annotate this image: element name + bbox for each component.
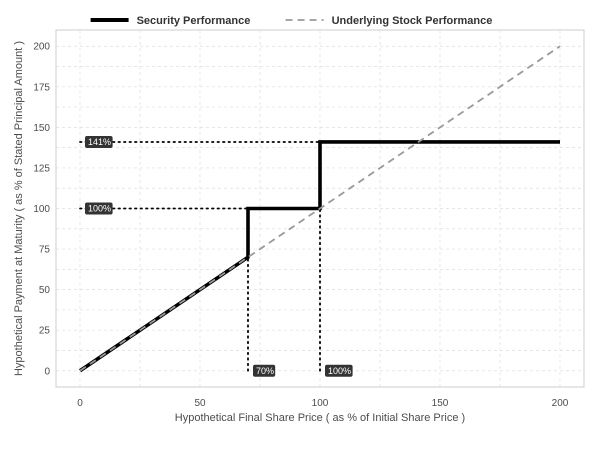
annotation-box [253,364,276,377]
series [78,45,561,373]
x-tick-label: 100 [312,398,329,409]
legend-item: Underlying Stock Performance [285,15,493,27]
y-tick-label: 25 [39,326,51,337]
annotation-text: 100% [328,366,351,376]
annotations: 141% 100% 70% 100% [85,135,353,377]
y-tick-label: 150 [33,123,50,134]
y-tick-label: 125 [33,163,50,174]
annotation-box [85,135,113,148]
y-axis-title: Hypothetical Payment at Maturity ( as % … [13,41,25,376]
annotation-box [325,364,353,377]
y-tick-label: 75 [39,245,51,256]
annotation-text: 141% [88,137,111,147]
y-tick-label: 100 [33,204,50,215]
y-tick-label: 175 [33,82,50,93]
annotation-text: 100% [88,204,111,214]
y-tick-label: 50 [39,285,51,296]
x-tick-label: 150 [432,398,449,409]
x-tick-label: 0 [77,398,83,409]
legend-label: Security Performance [137,15,251,27]
legend: Security Performance Underlying Stock Per… [90,15,493,27]
legend-item: Security Performance [90,15,251,27]
y-axis-ticks: 0 25 50 75 100 125 150 175 200 [33,42,50,378]
legend-label: Underlying Stock Performance [332,15,493,27]
x-tick-label: 200 [552,398,569,409]
annotation-label: 70% [253,364,276,377]
annotation-box [85,202,113,215]
underlying-stock-line [79,45,561,372]
x-axis-title: Hypothetical Final Share Price ( as % of… [175,412,465,424]
x-axis-ticks: 0 50 100 150 200 [77,398,569,409]
y-tick-label: 200 [33,42,50,53]
annotation-label: 100% [325,364,353,377]
annotation-label: 100% [85,202,113,215]
annotation-text: 70% [256,366,274,376]
annotation-label: 141% [85,135,113,148]
y-tick-label: 0 [44,366,50,377]
x-tick-label: 50 [194,398,206,409]
